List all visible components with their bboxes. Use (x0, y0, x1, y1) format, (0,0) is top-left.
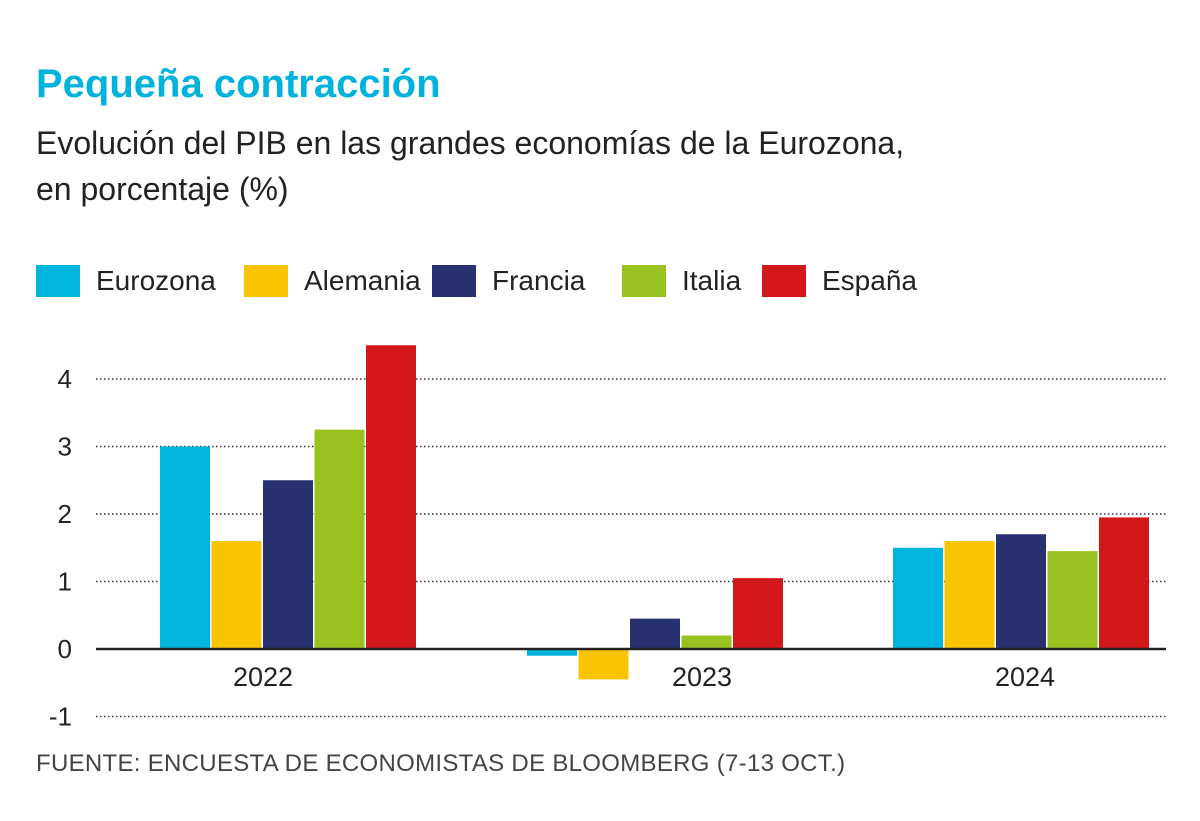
bar-espana-2024 (1099, 517, 1149, 649)
legend-item-eurozona: Eurozona (36, 262, 216, 300)
bar-francia-2024 (996, 534, 1046, 649)
x-tick-label: 2022 (233, 662, 293, 692)
legend-label-eurozona: Eurozona (96, 265, 216, 296)
legend-swatch-espana (762, 265, 806, 297)
y-tick-label: 4 (58, 364, 72, 394)
legend-item-francia: Francia (432, 262, 585, 300)
legend-swatch-francia (432, 265, 476, 297)
x-tick-labels: 2022 2023 2024 (233, 662, 1055, 692)
legend-swatch-italia (622, 265, 666, 297)
legend-label-italia: Italia (682, 265, 742, 296)
chart-subtitle: Evolución del PIB en las grandes economí… (36, 120, 1136, 212)
legend-label-francia: Francia (492, 265, 586, 296)
chart-title: Pequeña contracción (36, 62, 441, 106)
source-note: FUENTE: ENCUESTA DE ECONOMISTAS DE BLOOM… (36, 750, 846, 777)
bar-italia-2023 (681, 635, 732, 649)
bar-italia-2024 (1047, 551, 1098, 649)
y-tick-label: 0 (58, 634, 72, 664)
legend-swatch-eurozona (36, 265, 80, 297)
bar-eurozona-2023 (527, 649, 577, 656)
bar-francia-2022 (263, 480, 313, 649)
y-tick-labels: -1 0 1 2 3 4 (49, 364, 72, 732)
subtitle-line-1: Evolución del PIB en las grandes economí… (36, 125, 905, 161)
bar-espana-2022 (366, 345, 416, 649)
bar-eurozona-2022 (160, 446, 210, 649)
bar-espana-2023 (733, 578, 783, 649)
bar-alemania-2022 (211, 541, 262, 649)
y-tick-label: 2 (58, 499, 72, 529)
legend-label-alemania: Alemania (304, 265, 421, 296)
y-tick-label: 3 (58, 432, 72, 462)
x-tick-label: 2023 (672, 662, 732, 692)
legend-item-espana: España (762, 262, 917, 300)
x-tick-label: 2024 (995, 662, 1055, 692)
subtitle-line-2: en porcentaje (%) (36, 171, 289, 207)
legend-label-espana: España (822, 265, 917, 296)
bar-francia-2023 (630, 618, 680, 649)
bar-chart-plot: -1 0 1 2 3 4 2022 2023 2024 (49, 345, 1166, 732)
chart-legend: Eurozona Alemania Francia Italia España (36, 262, 1176, 300)
legend-item-alemania: Alemania (244, 262, 421, 300)
bar-eurozona-2024 (893, 547, 943, 649)
bar-alemania-2024 (944, 541, 995, 649)
legend-item-italia: Italia (622, 262, 741, 300)
bar-italia-2022 (314, 429, 365, 649)
y-tick-label: -1 (49, 702, 72, 732)
legend-swatch-alemania (244, 265, 288, 297)
y-tick-label: 1 (58, 567, 72, 597)
bar-alemania-2023 (578, 649, 629, 680)
bars (160, 345, 1149, 680)
